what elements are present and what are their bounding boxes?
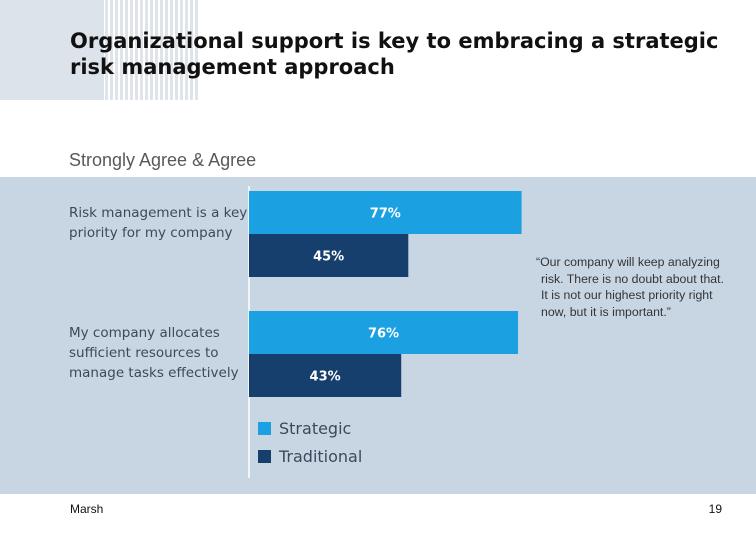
category-label-priority: Risk management is a key priority for my…: [69, 205, 248, 241]
data-label-strategic-0: 77%: [370, 207, 401, 222]
bar-traditional-1: [249, 354, 402, 397]
bar-traditional-0: [249, 234, 409, 277]
chart-subtitle: Strongly Agree & Agree: [69, 150, 257, 170]
data-label-traditional-0: 45%: [313, 250, 344, 265]
legend-label-strategic: Strategic: [279, 418, 352, 438]
footer-source: Marsh: [70, 502, 104, 516]
quote-text: “Our company will keep analyzing risk. T…: [536, 255, 724, 319]
slide-title: Organizational support is key to embraci…: [70, 29, 719, 79]
bar-strategic-0: [249, 191, 522, 234]
decorative-block: [0, 0, 104, 100]
legend-item-strategic: Strategic: [258, 418, 351, 438]
category-label-resources: My company allocates sufficient resource…: [69, 325, 239, 381]
legend-label-traditional: Traditional: [279, 446, 363, 466]
legend-swatch-traditional: [258, 449, 271, 463]
legend-swatch-strategic: [258, 421, 271, 435]
data-label-strategic-1: 76%: [368, 327, 399, 342]
data-label-traditional-1: 43%: [310, 370, 341, 385]
bar-strategic-1: [249, 311, 519, 354]
legend-item-traditional: Traditional: [258, 446, 362, 466]
page-number: 19: [708, 502, 722, 516]
